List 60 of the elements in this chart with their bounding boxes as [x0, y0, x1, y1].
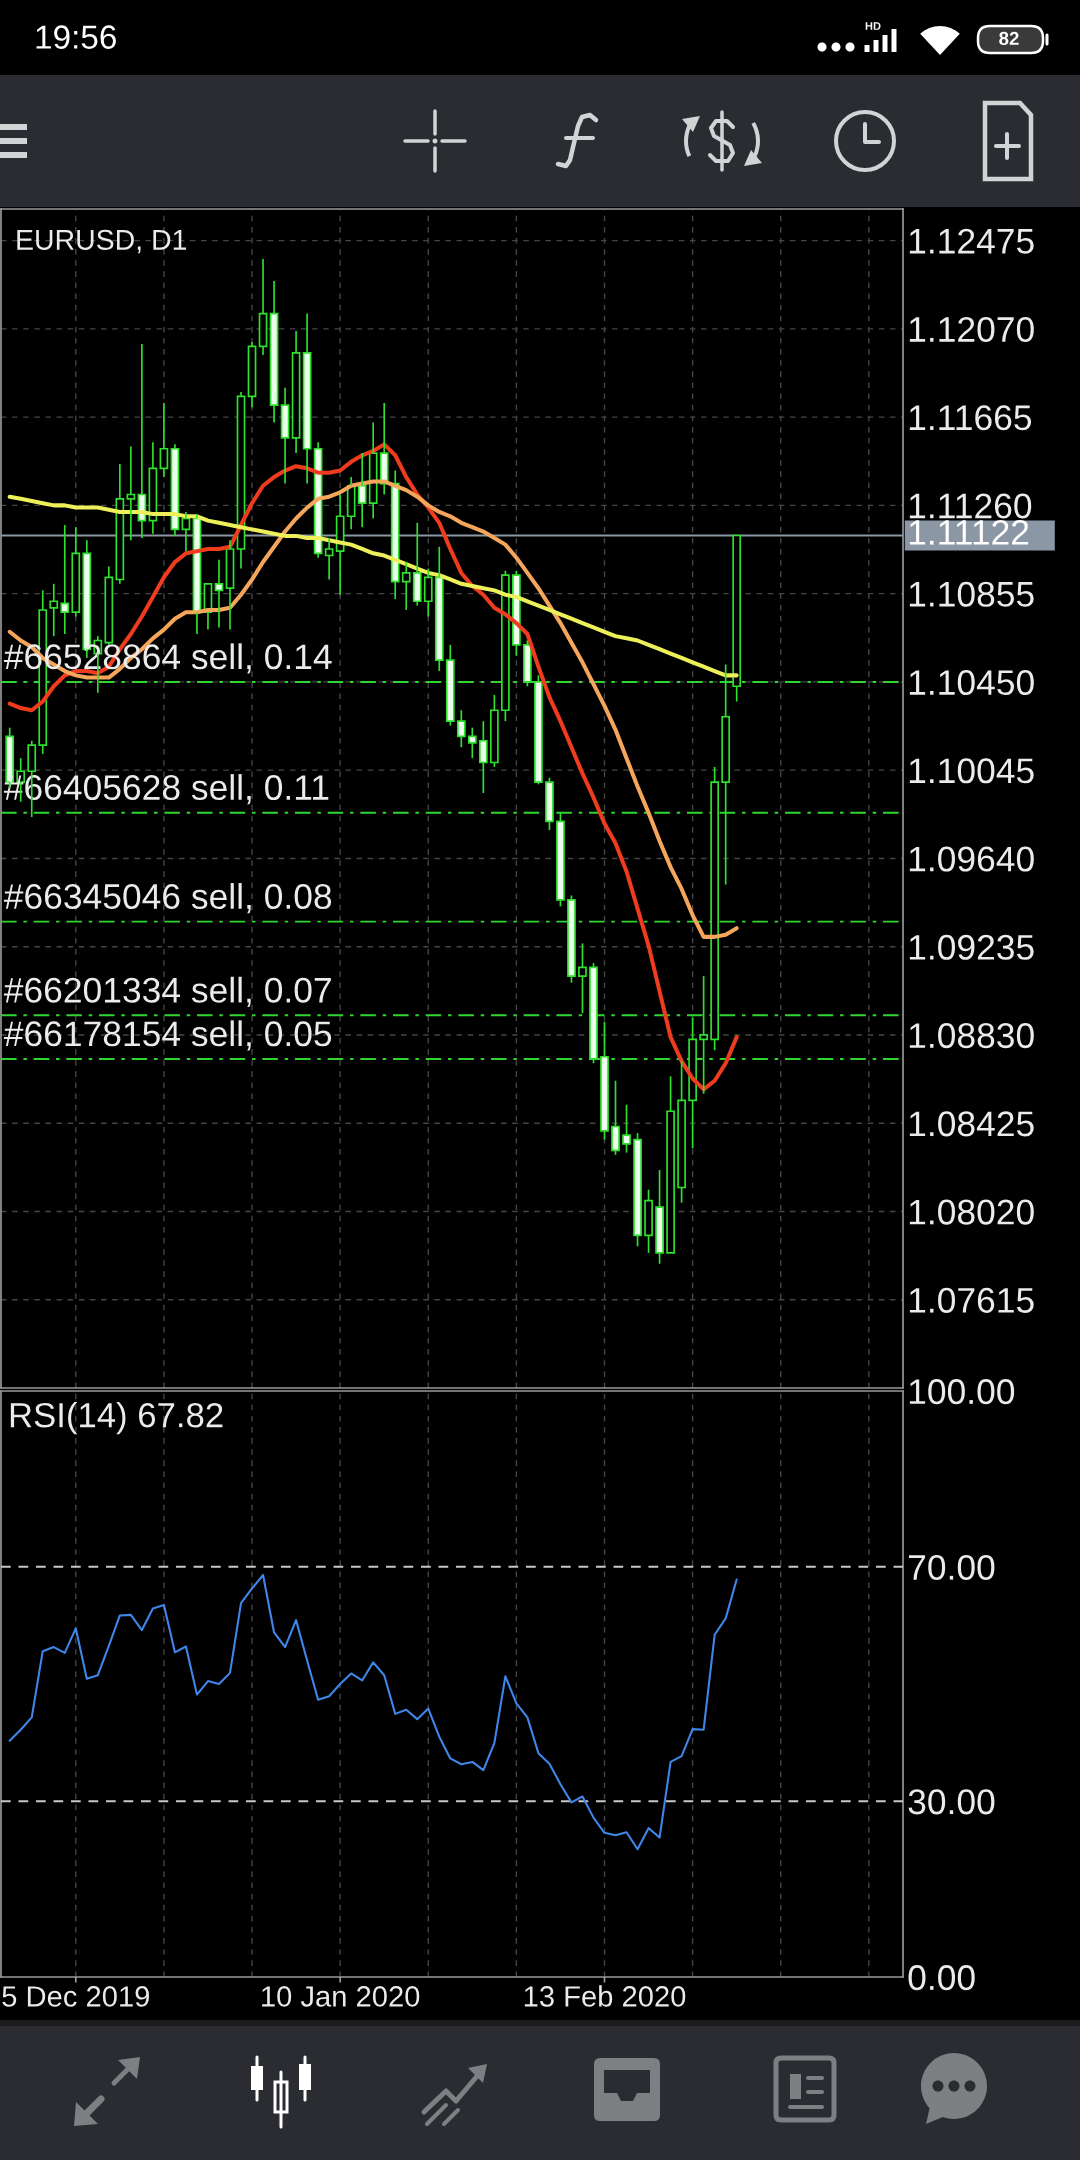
candlestick: [478, 720, 488, 794]
candlestick: [49, 583, 59, 637]
x-tick-label: 10 Jan 2020: [262, 1986, 420, 2007]
y-tick-label: 1.11665: [909, 405, 1032, 431]
y-tick-label: 0.00: [908, 1965, 975, 1991]
ref-line-label: 1.11122: [909, 519, 1029, 545]
candlestick: [115, 463, 125, 585]
y-tick-label: 100.00: [909, 1379, 1015, 1405]
candlestick: [126, 445, 136, 542]
candlestick: [467, 726, 477, 760]
candlestick: [71, 526, 81, 618]
candlestick: [302, 312, 312, 485]
candlestick: [324, 537, 334, 581]
y-tick-label: 30.00: [908, 1789, 995, 1815]
ref-line-label: #66201334 sell, 0.07: [3, 976, 331, 1007]
ref-line-label: #66345046 sell, 0.08: [3, 883, 332, 914]
text: EURUSD, D1: [17, 229, 187, 254]
line-series: [8, 1573, 738, 1851]
candlestick: [104, 565, 114, 646]
y-tick-label: 1.09640: [909, 846, 1034, 872]
candlestick: [346, 476, 356, 531]
candlestick: [258, 258, 268, 356]
candlestick: [291, 330, 301, 454]
candlestick: [60, 524, 70, 635]
candlestick: [247, 341, 257, 409]
y-tick-label: 1.12070: [909, 316, 1034, 343]
candlestick: [423, 567, 433, 618]
candlestick: [280, 386, 290, 485]
candlestick: [445, 644, 455, 727]
candlestick: [368, 421, 378, 520]
y-tick-label: 1.08425: [909, 1111, 1034, 1137]
text: HD: [865, 22, 881, 30]
candlestick: [401, 561, 411, 611]
candlestick: [335, 493, 345, 596]
candlestick: [390, 469, 400, 600]
y-tick-label: 70.00: [908, 1554, 995, 1580]
y-tick-label: 1.07615: [909, 1287, 1034, 1313]
text: 82: [999, 31, 1019, 46]
candlestick: [225, 539, 235, 631]
candlestick: [456, 709, 466, 749]
y-tick-label: 1.10450: [909, 670, 1034, 696]
chart-title: RSI(14) 67.82: [10, 1402, 223, 1435]
candlestick: [357, 452, 367, 529]
candlestick: [578, 942, 587, 1014]
text: 19:56: [36, 25, 116, 49]
candlestick: [269, 280, 279, 424]
y-tick-label: 1.09235: [909, 934, 1034, 960]
y-tick-label: 1.08020: [909, 1199, 1034, 1225]
candlestick: [412, 521, 422, 607]
ref-line-label: #66178154 sell, 0.05: [3, 1020, 332, 1051]
candlestick: [434, 545, 444, 672]
y-tick-label: 1.08830: [909, 1023, 1034, 1049]
y-tick-label: 1.10855: [909, 581, 1034, 607]
candlestick: [159, 402, 169, 478]
y-tick-label: 1.11260: [909, 493, 1032, 519]
x-tick-label: 5 Dec 2019: [2, 1986, 149, 2007]
candlestick: [379, 402, 389, 496]
x-tick-label: 13 Feb 2020: [524, 1985, 686, 2007]
y-tick-label: 1.10045: [909, 758, 1034, 784]
y-tick-label: 1.12475: [909, 228, 1034, 254]
